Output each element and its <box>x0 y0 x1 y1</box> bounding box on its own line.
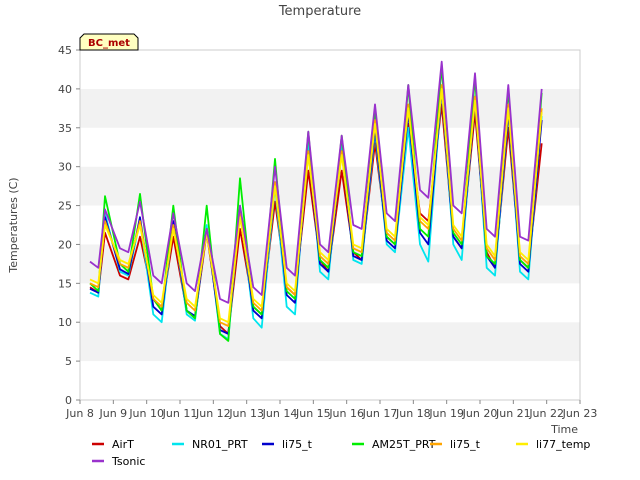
legend-label-airt: AirT <box>112 438 134 451</box>
grid-band <box>80 322 580 362</box>
x-axis-label: Time <box>550 423 578 436</box>
legend-label-li75-t: li75_t <box>450 438 481 451</box>
series-lines <box>89 60 543 342</box>
y-axis-label: Temperatures (C) <box>7 177 20 273</box>
y-tick-label: 20 <box>58 238 72 251</box>
annotation-text: BC_met <box>88 38 130 49</box>
legend: AirT NR01_PRT li75_t AM25T_PRT li75_t li77_te… <box>92 438 590 468</box>
y-axis: 0 5 10 15 20 25 30 35 40 45 <box>58 44 80 407</box>
grid-bands <box>80 50 580 400</box>
y-tick-label: 10 <box>58 316 72 329</box>
y-tick-label: 30 <box>58 161 72 174</box>
grid-band <box>80 50 580 89</box>
x-tick-label: Jun 12 <box>195 407 231 420</box>
x-tick-label: Jun 23 <box>562 407 598 420</box>
grid-band <box>80 166 580 206</box>
x-tick-label: Jun 15 <box>295 407 331 420</box>
plot-area-frame <box>79 49 581 401</box>
legend-label-am25t-prt: AM25T_PRT <box>372 438 436 451</box>
legend-label-li75-t: li75_t <box>282 438 313 451</box>
y-tick-label: 5 <box>65 355 72 368</box>
y-tick-label: 25 <box>58 200 72 213</box>
chart-title: Temperature <box>278 4 361 19</box>
legend-label-nr01-prt: NR01_PRT <box>192 438 248 451</box>
y-tick-label: 15 <box>58 277 72 290</box>
x-tick-label: Jun 10 <box>128 407 164 420</box>
x-tick-label: Jun 9 <box>98 407 127 420</box>
x-tick-label: Jun 20 <box>462 407 498 420</box>
x-tick-label: Jun 22 <box>528 407 564 420</box>
x-tick-label: Jun 13 <box>228 407 264 420</box>
x-tick-label: Jun 11 <box>162 407 198 420</box>
y-tick-label: 45 <box>58 44 72 57</box>
series-line-li77-temp <box>89 88 543 324</box>
x-tick-label: Jun 16 <box>328 407 364 420</box>
y-tick-label: 35 <box>58 122 72 135</box>
grid-band <box>80 88 580 128</box>
y-tick-label: 0 <box>65 394 72 407</box>
y-tick-label: 40 <box>58 83 72 96</box>
legend-label-li77-temp: li77_temp <box>536 438 590 451</box>
grid-band <box>80 127 580 167</box>
legend-label-tsonic: Tsonic <box>111 455 145 468</box>
series-line-tsonic <box>89 60 543 304</box>
annotation-box <box>79 33 139 51</box>
grid-band <box>80 361 580 400</box>
x-tick-label: Jun 8 <box>65 407 94 420</box>
x-tick-label: Jun 14 <box>262 407 298 420</box>
x-tick-label: Jun 21 <box>495 407 531 420</box>
x-tick-label: Jun 17 <box>362 407 398 420</box>
x-tick-label: Jun 19 <box>428 407 464 420</box>
bc-met-annotation: BC_met <box>79 33 139 51</box>
x-tick-label: Jun 18 <box>395 407 431 420</box>
